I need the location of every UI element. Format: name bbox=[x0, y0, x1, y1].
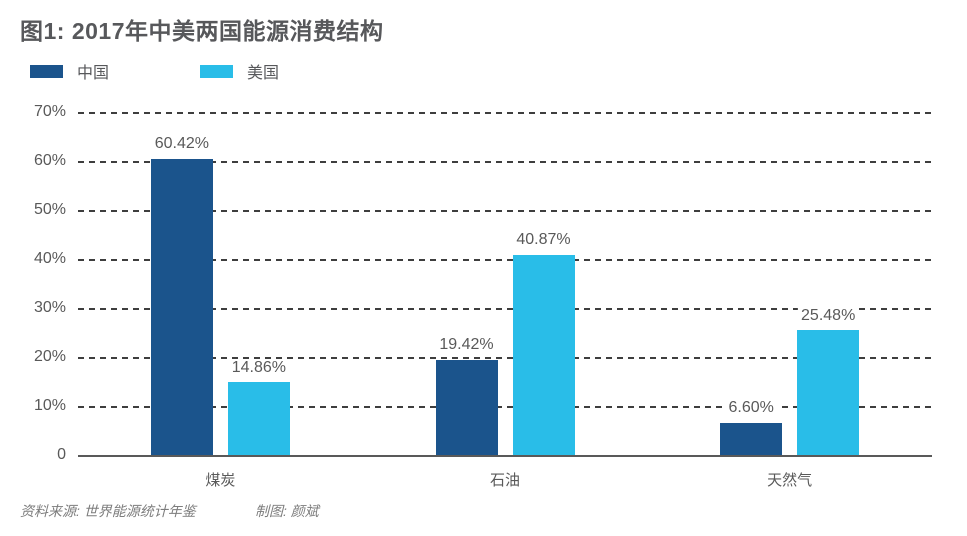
y-axis-tick-label: 60% bbox=[33, 152, 66, 169]
legend-item-china: 中国 bbox=[30, 59, 109, 83]
gridline-30 bbox=[78, 308, 932, 310]
y-axis-tick-label: 30% bbox=[33, 299, 66, 316]
legend: 中国 美国 bbox=[0, 59, 967, 82]
x-axis-category-label-coal: 煤炭 bbox=[205, 472, 236, 489]
x-axis-category-label-oil: 石油 bbox=[489, 472, 521, 489]
source-note: 资料来源: 世界能源统计年鉴 bbox=[20, 503, 196, 519]
value-label-china-oil: 19.42% bbox=[436, 336, 497, 354]
chart-title: 图1: 2017年中美两国能源消费结构 bbox=[20, 18, 384, 44]
value-label-usa-coal: 14.86% bbox=[228, 358, 289, 377]
legend-label-china: 中国 bbox=[77, 65, 110, 82]
gridline-70 bbox=[78, 112, 932, 114]
legend-label-usa: 美国 bbox=[247, 65, 280, 82]
bar-usa-natural-gas bbox=[797, 330, 860, 455]
x-axis-category-label-natural-gas: 天然气 bbox=[767, 472, 813, 489]
y-axis-tick-label: 50% bbox=[33, 201, 66, 218]
bar-usa-oil bbox=[512, 254, 575, 455]
bar-china-coal bbox=[150, 158, 213, 455]
y-axis-tick-label: 10% bbox=[33, 397, 66, 414]
bar-china-natural-gas bbox=[720, 422, 783, 455]
bar-china-oil bbox=[435, 359, 498, 455]
y-axis-tick-label: 20% bbox=[33, 348, 66, 365]
gridline-20 bbox=[78, 357, 932, 359]
gridline-50 bbox=[78, 210, 932, 212]
value-label-china-coal: 60.42% bbox=[151, 135, 212, 153]
y-axis-tick-label: 40% bbox=[33, 250, 66, 267]
bar-usa-coal bbox=[227, 382, 290, 455]
plot-area: 0 10% 20% 30% 40% 50% 60% 70% 60.42% 14.86% 煤炭 19.4… bbox=[34, 103, 932, 489]
value-label-usa-natural-gas: 25.48% bbox=[798, 306, 859, 325]
gridline-60 bbox=[78, 161, 932, 163]
value-label-usa-oil: 40.87% bbox=[513, 231, 574, 249]
credit-note: 制图: 颜斌 bbox=[255, 503, 319, 519]
value-label-china-natural-gas: 6.60% bbox=[725, 399, 777, 417]
gridline-10 bbox=[78, 406, 932, 408]
legend-swatch-china bbox=[30, 64, 63, 78]
y-axis-tick-label: 70% bbox=[33, 103, 66, 120]
gridline-40 bbox=[78, 259, 932, 261]
legend-swatch-usa bbox=[200, 64, 233, 78]
legend-item-usa: 美国 bbox=[200, 59, 279, 83]
y-axis-tick-label: 0 bbox=[57, 446, 66, 463]
